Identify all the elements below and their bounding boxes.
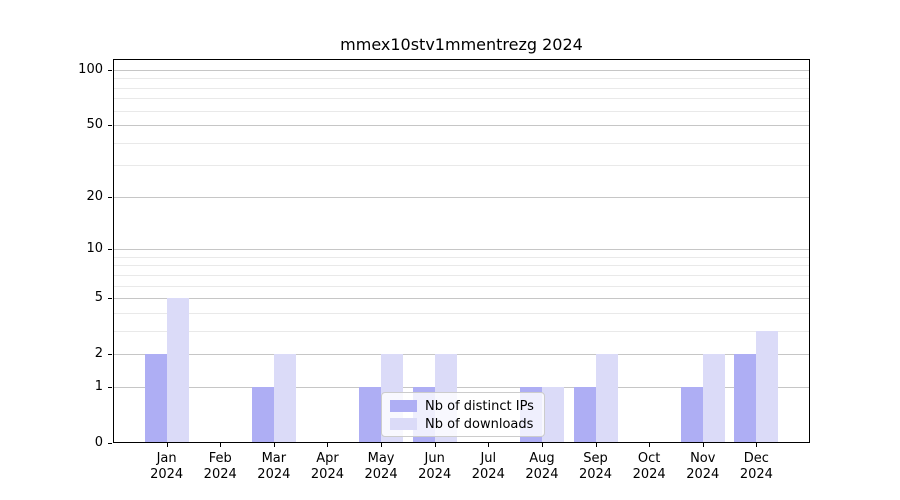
legend: Nb of distinct IPs Nb of downloads [381,392,545,437]
y-tick-label: 100 [78,62,103,77]
gridline-major [113,354,810,356]
x-tick-label: Mar 2024 [257,451,291,482]
bar-nb-of-downloads [702,354,725,443]
legend-swatch-nb-of-downloads [390,418,417,430]
x-tick [381,443,383,447]
bar-nb-of-distinct-ips [359,386,382,443]
x-tick [488,443,490,447]
gridline-major [113,70,810,71]
plot-area: Nb of distinct IPs Nb of downloads [113,59,810,443]
gridline-minor [113,256,810,258]
legend-label: Nb of distinct IPs [425,398,534,414]
x-tick [595,443,597,447]
x-tick-label: Apr 2024 [310,451,344,482]
x-tick [220,443,222,447]
x-tick-label: Feb 2024 [203,451,237,482]
bar-nb-of-downloads [595,354,618,443]
gridline-minor [113,78,810,80]
y-tick [108,196,112,198]
gridline-minor [113,265,810,267]
gridline-minor [113,98,810,100]
legend-item: Nb of distinct IPs [390,397,536,415]
y-tick-label: 20 [86,188,103,204]
bar-nb-of-distinct-ips [680,386,703,443]
legend-label: Nb of downloads [425,416,534,432]
gridline-minor [113,274,810,276]
y-tick-label: 2 [94,346,103,362]
gridline-minor [113,312,810,314]
x-tick [702,443,704,447]
chart-title: mmex10stv1mmentrezg 2024 [340,35,583,54]
gridline-major [113,249,810,251]
gridline-major [113,125,810,127]
y-tick [108,70,112,71]
y-tick [108,249,112,251]
y-tick [108,354,112,356]
x-tick [166,443,168,447]
y-tick-label: 50 [86,117,103,133]
gridline-minor [113,285,810,287]
x-tick [756,443,758,447]
x-tick [649,443,651,447]
x-tick [434,443,436,447]
x-tick-label: Jul 2024 [471,451,505,482]
gridline-minor [113,87,810,89]
y-tick-label: 0 [94,435,103,450]
y-tick-label: 1 [94,378,103,394]
bar-nb-of-downloads [166,298,189,443]
gridline-minor [113,142,810,144]
x-tick-label: Sep 2024 [578,451,613,482]
x-tick [327,443,329,447]
gridline-major [113,386,810,388]
bar-nb-of-distinct-ips [144,354,167,443]
bar-nb-of-downloads [541,386,564,443]
x-tick-label: Aug 2024 [525,451,559,482]
gridline-minor [113,330,810,332]
bar-nb-of-downloads [756,330,779,443]
x-tick [541,443,543,447]
y-tick [108,298,112,300]
y-tick [108,386,112,388]
x-tick-label: Jan 2024 [150,451,184,482]
y-tick [108,443,112,444]
bar-nb-of-downloads [273,354,296,443]
x-tick-label: Jun 2024 [418,451,452,482]
x-tick-label: Dec 2024 [739,451,773,482]
gridline-minor [113,110,810,112]
legend-item: Nb of downloads [390,415,536,433]
x-tick [273,443,275,447]
x-tick-label: Nov 2024 [686,451,720,482]
x-tick-label: Oct 2024 [632,451,666,482]
bar-nb-of-distinct-ips [251,386,274,443]
y-tick-label: 10 [86,241,103,257]
y-tick [108,125,112,127]
bar-nb-of-distinct-ips [734,354,757,443]
gridline-minor [113,165,810,167]
gridline-major [113,196,810,198]
x-tick-label: May 2024 [364,451,398,482]
y-tick-label: 5 [94,290,103,306]
gridline-major [113,298,810,300]
bar-nb-of-distinct-ips [573,386,596,443]
legend-swatch-nb-of-distinct-ips [390,400,417,412]
